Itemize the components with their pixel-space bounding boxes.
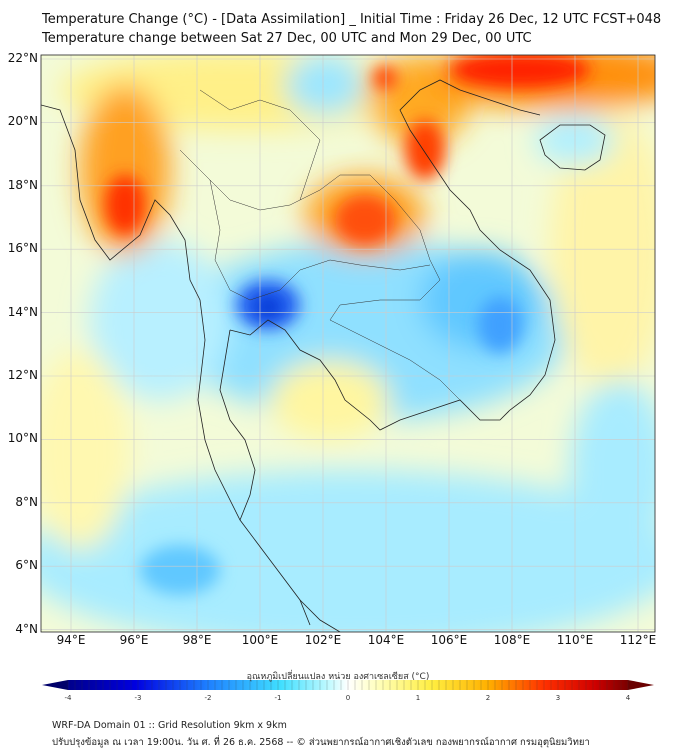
field-layer (41, 55, 655, 632)
coastlines (41, 79, 606, 632)
field-blue-south (140, 545, 220, 595)
colorbar-tick-label: 2 (485, 694, 491, 702)
colorbar-tick-label: 1 (415, 694, 421, 702)
colorbar-tick-label: -1 (274, 694, 282, 702)
colorbar-tick-label: -3 (134, 694, 142, 702)
field-yellow-east (550, 110, 655, 390)
borders (179, 89, 461, 401)
field-blue-east (478, 297, 522, 353)
chart-title: Temperature Change (°C) - [Data Assimila… (42, 12, 662, 27)
colorbar-tick-label: -4 (64, 694, 72, 702)
field-red-top (450, 55, 590, 88)
colorbar-tick-label: 0 (345, 694, 351, 702)
footer-update-info: ปรับปรุงข้อมูล ณ เวลา 19:00น. วัน ศ. ที่… (52, 737, 590, 748)
lat-tick-label: 22°N (7, 51, 38, 65)
lon-tick-label: 104°E (367, 633, 405, 647)
field-red-myanmar (105, 175, 145, 235)
colorbar-bar (68, 680, 628, 690)
lon-tick-label: 98°E (182, 633, 212, 647)
map-frame (40, 54, 656, 633)
lat-tick-label: 4°N (15, 621, 38, 636)
colorbar-min-arrow (42, 680, 68, 690)
chart-subtitle: Temperature change between Sat 27 Dec, 0… (42, 31, 532, 46)
lat-tick-label: 6°N (15, 558, 38, 573)
footer-model-info: WRF-DA Domain 01 :: Grid Resolution 9km … (52, 720, 287, 731)
lat-tick-label: 16°N (7, 241, 38, 256)
field-cyan-north (285, 55, 365, 115)
lon-tick-label: 110°E (556, 633, 594, 647)
lat-tick-label: 14°N (7, 304, 38, 319)
lat-tick-label: 20°N (7, 114, 38, 129)
colorbar-max-arrow (628, 680, 654, 690)
field-deep-blue-bangkok (256, 297, 280, 317)
lat-tick-label: 12°N (7, 368, 38, 382)
field-red-ridge (405, 120, 445, 180)
gridlines (41, 55, 655, 632)
lat-tick-label: 18°N (7, 177, 38, 192)
field-cyan-se (570, 380, 655, 560)
lon-tick-label: 102°E (304, 633, 342, 647)
colorbar-label: อุณหภูมิเปลี่ยนแปลง หน่วย องศาเซลเซียส (… (246, 672, 430, 682)
field-yellow-andaman (41, 350, 130, 550)
lon-tick-label: 100°E (241, 633, 279, 647)
lon-tick-label: 108°E (493, 633, 531, 647)
field-red-isan (335, 195, 395, 245)
lon-tick-label: 96°E (119, 633, 149, 647)
field-orange-myanmar (80, 85, 170, 255)
lat-tick-label: 8°N (15, 494, 38, 509)
lon-tick-label: 94°E (56, 633, 86, 647)
lon-tick-label: 112°E (619, 633, 657, 647)
field-yellow-gulf (270, 360, 390, 440)
lon-tick-label: 106°E (430, 633, 468, 647)
field-cyan-west (90, 240, 230, 400)
colorbar-tick-label: -2 (204, 694, 212, 702)
colorbar-tick-label: 3 (555, 694, 561, 702)
field-red-north (373, 66, 397, 90)
colorbar (42, 680, 654, 690)
lat-tick-label: 10°N (7, 431, 38, 446)
colorbar-tick-label: 4 (625, 694, 631, 702)
